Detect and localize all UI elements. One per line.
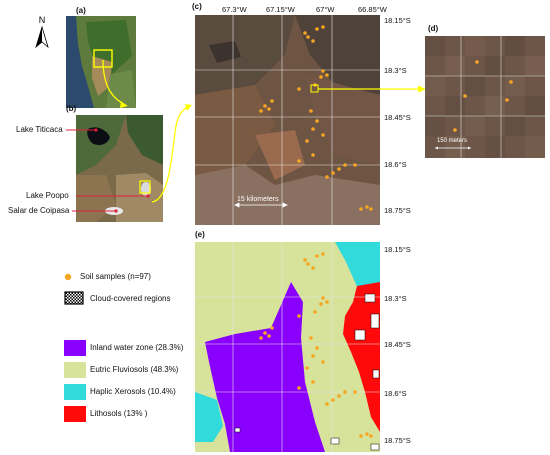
legend-samples-label: Soil samples (n=97) xyxy=(80,272,151,281)
e-lat-tick-3: 18.6°S xyxy=(384,389,407,398)
legend-sample-marker xyxy=(64,273,72,281)
c-lat-tick-2: 18.45°S xyxy=(384,113,411,122)
panel-b-region-map xyxy=(76,115,163,222)
e-lat-tick-2: 18.45°S xyxy=(384,340,411,349)
north-arrow-icon: N xyxy=(35,15,49,49)
panel-a-overview-map xyxy=(66,16,136,108)
label-lake-titicaca: Lake Titicaca xyxy=(16,125,63,134)
e-lat-tick-0: 18.15°S xyxy=(384,245,411,254)
legend-swatch-eutric-fluviosols xyxy=(64,362,86,378)
label-salar-coipasa: Salar de Coipasa xyxy=(8,206,70,215)
legend-cloud-label: Cloud-covered regions xyxy=(90,294,171,303)
e-lat-tick-1: 18.3°S xyxy=(384,294,407,303)
top-tick-0: 67.3°W xyxy=(222,5,247,14)
panel-label-e: (e) xyxy=(195,230,205,239)
legend-swatch-haplic-xerosols xyxy=(64,384,86,400)
top-tick-3: 66.85°W xyxy=(358,5,387,14)
legend-eutric-fluviosols-label: Eutric Fluviosols (48.3%) xyxy=(90,365,179,374)
scalebar-d-label: 150 meters xyxy=(437,138,468,144)
legend-lithosols-label: Lithosols (13% ) xyxy=(90,409,148,418)
panel-d-zoom-map xyxy=(425,36,545,158)
top-tick-1: 67.15°W xyxy=(266,5,295,14)
panel-label-b: (b) xyxy=(66,104,77,113)
panel-e-soil-map xyxy=(195,242,380,452)
c-lat-tick-0: 18.15°S xyxy=(384,16,411,25)
connector-arrow-a-b xyxy=(102,60,128,108)
e-lat-tick-4: 18.75°S xyxy=(384,436,411,445)
connector-arrow-b-c xyxy=(151,104,192,203)
label-lake-poopo: Lake Poopo xyxy=(26,191,69,200)
legend-swatch-inland-water xyxy=(64,340,86,356)
c-lat-tick-1: 18.3°S xyxy=(384,66,407,75)
c-lat-tick-4: 18.75°S xyxy=(384,206,411,215)
legend-inland-water-label: Inland water zone (28.3%) xyxy=(90,343,184,352)
north-label: N xyxy=(39,15,46,25)
scalebar-c-label: 15 kilometers xyxy=(237,196,279,203)
panel-label-c: (c) xyxy=(192,2,202,11)
connector-arrow-c-d xyxy=(318,85,426,93)
panel-label-d: (d) xyxy=(428,24,439,33)
top-tick-2: 67°W xyxy=(316,5,335,14)
panel-label-a: (a) xyxy=(76,6,86,15)
c-lat-tick-3: 18.6°S xyxy=(384,160,407,169)
legend-cloud-swatch xyxy=(64,291,84,305)
place-pointers xyxy=(66,128,150,213)
panel-b-extent-box xyxy=(139,180,151,194)
panel-c-satellite-map xyxy=(195,15,380,225)
legend-swatch-lithosols xyxy=(64,406,86,422)
legend-haplic-xerosols-label: Haplic Xerosols (10.4%) xyxy=(90,387,176,396)
